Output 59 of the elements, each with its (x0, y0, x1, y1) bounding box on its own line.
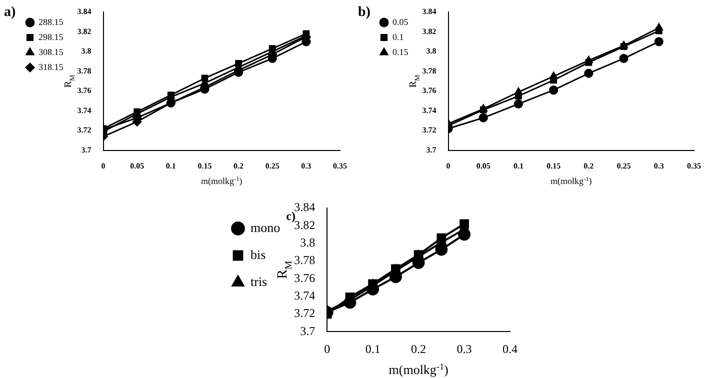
y-tick-label: 3.84 (294, 200, 316, 214)
y-tick-label: 3.74 (77, 106, 92, 115)
y-tick-label: 3.76 (422, 86, 436, 96)
chart-title: c) (286, 209, 296, 223)
legend-label: 0.15 (392, 46, 409, 57)
y-tick-label: 3.78 (77, 66, 92, 76)
x-tick-label: 0.35 (333, 161, 347, 170)
x-tick-label: 0.15 (546, 161, 561, 170)
x-tick-label: 0.15 (198, 161, 212, 170)
y-tick-label: 3.74 (422, 106, 436, 115)
x-tick-label: 0 (324, 342, 330, 356)
x-tick-label: 0.1 (166, 161, 176, 170)
y-tick-label: 3.82 (294, 218, 316, 232)
y-tick-label: 3.82 (422, 26, 436, 36)
legend-label: tris (250, 274, 268, 289)
x-tick-label: 0.2 (411, 342, 426, 356)
legend-label: mono (250, 220, 280, 235)
chart-title: a) (4, 5, 16, 20)
legend-label: 288.15 (38, 16, 64, 27)
legend-label: bis (250, 246, 266, 262)
y-tick-label: 3.72 (422, 126, 436, 135)
x-tick-label: 0.05 (476, 161, 490, 170)
legend-label: 308.15 (38, 46, 64, 57)
x-tick-label: 0.2 (584, 161, 594, 170)
y-tick-label: 3.76 (294, 270, 316, 285)
x-tick-label: 0.2 (234, 161, 244, 170)
x-tick-label: 0.3 (456, 342, 472, 356)
y-tick-label: 3.74 (294, 288, 316, 302)
y-tick-label: 3.7 (81, 145, 92, 154)
y-tick-label: 3.78 (294, 253, 316, 268)
legend-label: 318.15 (38, 62, 64, 72)
x-tick-label: 0.3 (301, 161, 312, 170)
x-tick-label: 0.35 (687, 161, 701, 170)
x-tick-label: 0.4 (502, 342, 518, 356)
y-tick-label: 3.82 (77, 26, 92, 36)
x-tick-label: 0 (101, 161, 106, 170)
legend-label: 0.1 (392, 32, 404, 42)
y-tick-label: 3.72 (77, 126, 92, 135)
legend-label: 0.05 (392, 16, 409, 27)
x-tick-label: 0.3 (654, 161, 664, 170)
y-tick-label: 3.7 (426, 145, 436, 154)
y-tick-label: 3.78 (422, 66, 436, 76)
y-tick-label: 3.8 (426, 46, 436, 56)
x-tick-label: 0.25 (616, 161, 631, 170)
x-tick-label: 0.05 (130, 161, 144, 170)
y-tick-label: 3.76 (77, 86, 92, 96)
y-tick-label: 3.84 (77, 7, 92, 16)
y-tick-label: 3.84 (422, 7, 436, 16)
x-tick-label: 0.1 (365, 342, 380, 356)
y-tick-label: 3.72 (294, 306, 316, 320)
y-tick-label: 3.8 (300, 235, 316, 250)
chart-title: b) (358, 5, 371, 20)
y-tick-label: 3.8 (81, 46, 92, 56)
x-tick-label: 0 (446, 161, 450, 170)
x-tick-label: 0.25 (265, 161, 280, 170)
y-axis-title: RM (276, 260, 294, 279)
x-tick-label: 0.1 (513, 161, 524, 170)
legend-label: 298.15 (38, 32, 64, 42)
y-tick-label: 3.7 (300, 324, 316, 338)
